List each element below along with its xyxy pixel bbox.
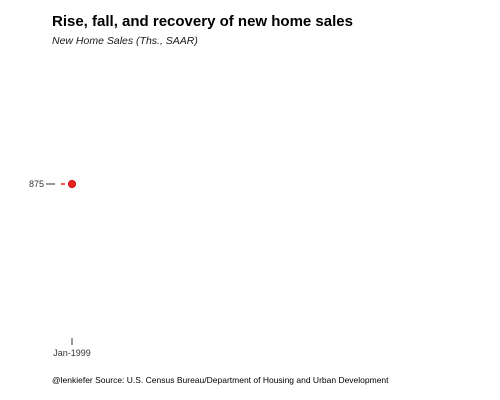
plot-area: 875 Jan-1999 <box>29 179 91 358</box>
chart-title: Rise, fall, and recovery of new home sal… <box>52 13 353 30</box>
y-value-label: 875 <box>29 179 44 189</box>
source-caption: @lenkiefer Source: U.S. Census Bureau/De… <box>52 375 389 385</box>
data-point <box>68 179 77 188</box>
x-axis-tick-label: Jan-1999 <box>53 348 91 358</box>
chart-subtitle: New Home Sales (Ths., SAAR) <box>52 35 198 47</box>
